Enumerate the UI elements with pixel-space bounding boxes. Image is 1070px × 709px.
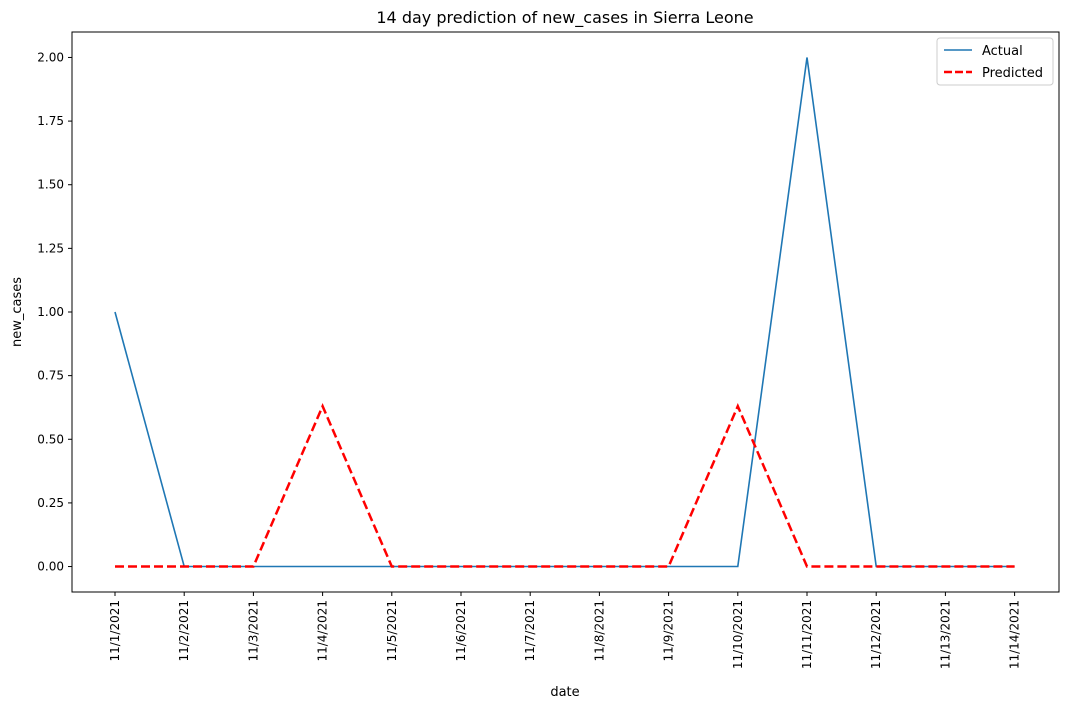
y-axis: 0.00 0.25 0.50 0.75 1.00 1.25 1.50 1.75 2.00: [37, 50, 72, 574]
y-axis-label: new_cases: [10, 277, 25, 347]
x-tick-label: 11/8/2021: [592, 600, 606, 662]
y-tick-label: 1.50: [37, 178, 64, 192]
chart-title: 14 day prediction of new_cases in Sierra…: [376, 8, 753, 28]
x-tick-label: 11/12/2021: [869, 600, 883, 669]
x-tick-label: 11/9/2021: [662, 600, 676, 662]
x-tick-label: 11/10/2021: [731, 600, 745, 669]
x-tick-label: 11/4/2021: [316, 600, 330, 662]
x-tick-label: 11/1/2021: [108, 600, 122, 662]
y-tick-label: 0.75: [37, 369, 64, 383]
x-tick-label: 11/3/2021: [246, 600, 260, 662]
y-tick-label: 0.25: [37, 496, 64, 510]
y-tick-label: 1.25: [37, 241, 64, 255]
plot-area: [71, 31, 1060, 593]
y-tick-label: 1.00: [37, 305, 64, 319]
x-tick-label: 11/6/2021: [454, 600, 468, 662]
x-tick-label: 11/13/2021: [938, 600, 952, 669]
series-line-actual: [114, 57, 1015, 568]
x-axis: 11/1/2021 11/2/2021 11/3/2021 11/4/2021 11/5…: [108, 592, 1022, 669]
y-tick-label: 0.00: [37, 560, 64, 574]
legend: Actual Predicted: [936, 37, 1054, 86]
x-tick-label: 11/5/2021: [385, 600, 399, 662]
series-lines: [114, 57, 1015, 568]
x-tick-label: 11/14/2021: [1008, 600, 1022, 669]
y-tick-label: 2.00: [37, 50, 64, 64]
series-line-predicted: [115, 403, 1015, 568]
x-axis-label: date: [550, 685, 579, 700]
legend-actual-label: Actual: [982, 44, 1023, 59]
x-tick-label: 11/7/2021: [523, 600, 537, 662]
legend-predicted-label: Predicted: [982, 66, 1043, 81]
y-tick-label: 1.75: [37, 114, 64, 128]
y-tick-label: 0.50: [37, 432, 64, 446]
x-tick-label: 11/11/2021: [800, 600, 814, 669]
x-tick-label: 11/2/2021: [177, 600, 191, 662]
